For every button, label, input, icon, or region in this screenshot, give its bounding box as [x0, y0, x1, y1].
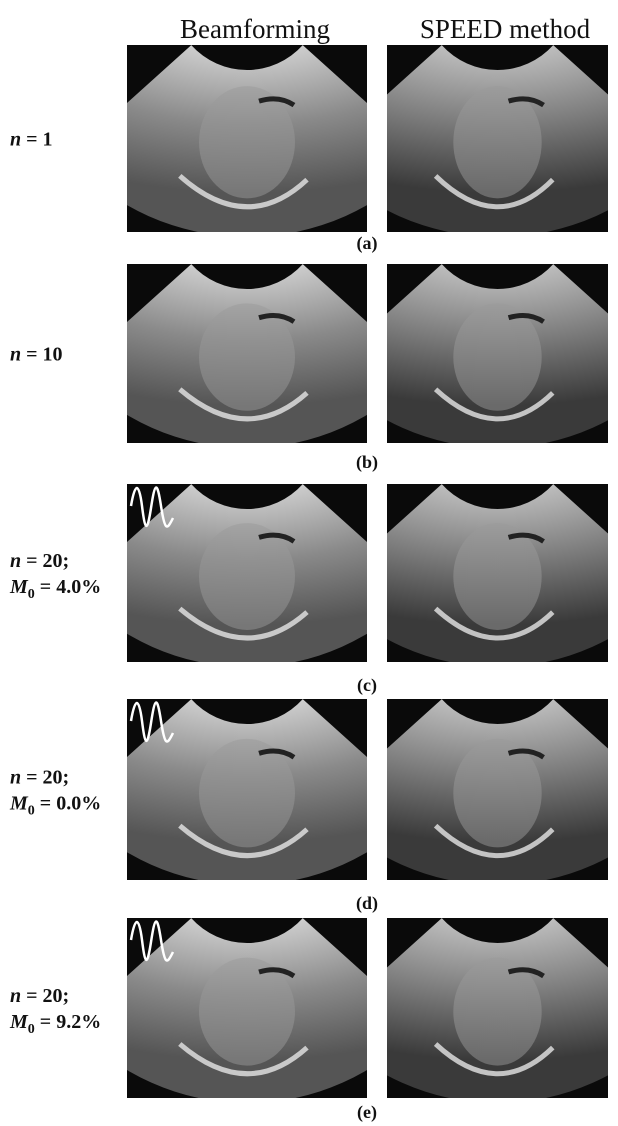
ultrasound-panel — [72, 918, 421, 1103]
row-label: n = 10 — [10, 344, 63, 366]
figure: Beamforming SPEED method n = 1(a)n = 10(… — [0, 0, 618, 1126]
panel-caption: (a) — [357, 233, 378, 254]
variable: n — [10, 129, 21, 151]
panel-caption: (b) — [356, 452, 378, 473]
organ-region — [199, 86, 295, 198]
label-text: = 10 — [21, 344, 62, 366]
column-header: Beamforming — [180, 14, 330, 44]
panel-caption: (e) — [357, 1102, 377, 1123]
ultrasound-panel — [324, 484, 618, 667]
label-text: = 4.0% — [35, 576, 101, 598]
row-label: n = 20; — [10, 985, 69, 1007]
column-header: SPEED method — [420, 14, 591, 44]
organ-region — [453, 958, 541, 1066]
row-label: n = 20; — [10, 550, 69, 572]
variable: M — [9, 1011, 29, 1033]
subscript: 0 — [28, 1022, 35, 1037]
row-label: M0 = 0.0% — [9, 793, 101, 819]
row-label: n = 1 — [10, 129, 53, 151]
variable: n — [10, 550, 21, 572]
organ-region — [199, 523, 295, 630]
label-text: = 20; — [21, 985, 69, 1007]
organ-region — [453, 523, 541, 630]
label-text: = 1 — [21, 129, 52, 151]
variable: M — [9, 793, 29, 815]
ultrasound-panel — [67, 45, 427, 237]
variable: n — [10, 767, 21, 789]
ultrasound-panel — [74, 484, 420, 667]
subscript: 0 — [28, 804, 35, 819]
organ-region — [453, 739, 541, 848]
panel-caption: (d) — [356, 893, 378, 914]
label-text: = 20; — [21, 767, 69, 789]
row-label: M0 = 4.0% — [9, 576, 101, 602]
variable: n — [10, 344, 21, 366]
subscript: 0 — [28, 587, 35, 602]
label-text: = 9.2% — [35, 1011, 101, 1033]
ultrasound-panel — [72, 699, 423, 885]
label-text: = 20; — [21, 550, 69, 572]
variable: M — [9, 576, 29, 598]
row-label: n = 20; — [10, 767, 69, 789]
panel-caption: (c) — [357, 675, 377, 696]
variable: n — [10, 985, 21, 1007]
organ-region — [453, 303, 541, 410]
ultrasound-panel — [323, 918, 618, 1103]
label-text: = 0.0% — [35, 793, 101, 815]
organ-region — [199, 303, 295, 410]
organ-region — [199, 958, 295, 1066]
organ-region — [453, 86, 541, 198]
ultrasound-panel — [324, 264, 618, 448]
row-label: M0 = 9.2% — [9, 1011, 101, 1037]
ultrasound-panel — [73, 264, 421, 448]
organ-region — [199, 739, 295, 848]
